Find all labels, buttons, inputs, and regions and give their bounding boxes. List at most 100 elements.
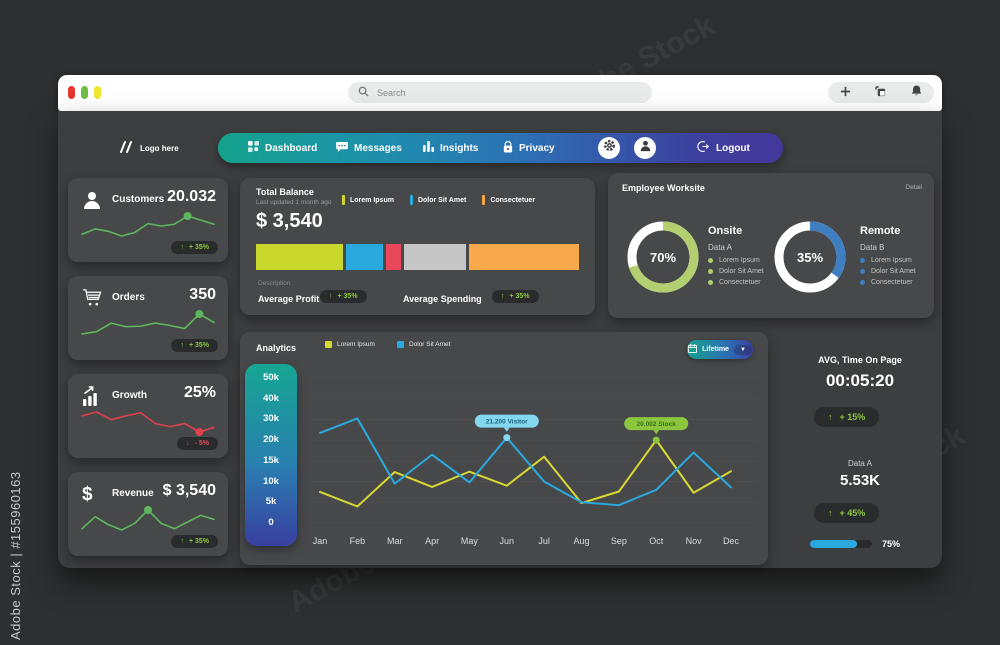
legend-label: Consectetuer xyxy=(719,279,761,286)
analytics-title: Analytics xyxy=(256,343,297,353)
add-tab-icon[interactable] xyxy=(840,84,851,102)
trend-badge: ↑ + 35% xyxy=(171,339,218,352)
annotation-label: 20.002 Stock xyxy=(637,421,677,428)
legend-item: Dolor Sit Amet xyxy=(396,341,451,348)
logo-label: Logo here xyxy=(140,143,179,153)
stat-card-label: Orders xyxy=(112,292,145,303)
traffic-light-green[interactable] xyxy=(81,86,88,99)
data-a-title: Data A xyxy=(847,459,872,468)
annotation-label: 21.200 Visitor xyxy=(486,419,528,426)
customers-person-icon xyxy=(82,190,106,212)
y-axis-tick: 40k xyxy=(263,392,279,404)
notifications-bell-icon[interactable] xyxy=(911,84,922,102)
stat-card-label: Growth xyxy=(112,390,147,401)
messages-chat-icon xyxy=(336,141,348,155)
trend-badge: ↓ - 5% xyxy=(177,437,218,450)
employee-worksite-title: Employee Worksite xyxy=(622,183,705,193)
x-axis-label: Oct xyxy=(649,536,664,546)
browser-search-bar[interactable] xyxy=(348,82,652,103)
balance-metric-label: Average Spending xyxy=(403,294,482,304)
date-range-button[interactable]: Lifetime ▼ xyxy=(687,340,753,359)
legend-label: Consectetuer xyxy=(871,279,913,286)
progress-row: 75% xyxy=(810,539,900,549)
screenshot-icon[interactable] xyxy=(875,84,886,102)
legend-dot-icon xyxy=(860,258,865,263)
total-balance-amount: $ 3,540 xyxy=(256,210,323,232)
trend-badge: ↑ + 35% xyxy=(171,241,218,254)
watermark-side-text: Adobe Stock | #155960163 xyxy=(8,471,23,640)
legend-item: Dolor Sit Amet xyxy=(409,195,466,205)
browser-top-bar xyxy=(58,75,942,111)
stat-card-value: 350 xyxy=(189,286,216,303)
arrow-up-icon: ↑ xyxy=(180,342,184,349)
trend-change-value: + 45% xyxy=(839,508,866,518)
total-balance-subtitle: Last updated 1 month ago xyxy=(256,199,332,206)
stat-card-customers: Customers 20.032 ↑ + 35% xyxy=(68,178,228,262)
arrow-up-icon: ↑ xyxy=(180,538,184,545)
traffic-light-red[interactable] xyxy=(68,86,75,99)
trend-badge: ↑ + 35% xyxy=(171,535,218,548)
x-axis-label: May xyxy=(461,536,479,546)
legend-dot-icon xyxy=(860,280,865,285)
y-axis-tick: 20k xyxy=(263,434,279,446)
x-axis-label: Nov xyxy=(686,536,703,546)
app-logo: Logo here xyxy=(120,141,179,155)
arrow-up-icon: ↑ xyxy=(828,412,833,422)
x-axis-label: Jun xyxy=(500,536,515,546)
stacked-bar-segment xyxy=(386,244,401,270)
legend-label: Dolor Sit Amet xyxy=(408,341,451,348)
nav-item-label: Dashboard xyxy=(265,142,318,154)
main-navigation: Dashboard Messages Insights Privacy Logout xyxy=(218,133,783,163)
logout-icon xyxy=(696,140,710,156)
donut-title: Onsite xyxy=(708,225,743,237)
legend-color-bar xyxy=(409,195,413,205)
stat-card-orders: Orders 350 ↑ + 35% xyxy=(68,276,228,360)
legend-label: Lorem Ipsum xyxy=(871,257,912,264)
stat-card-value: 25% xyxy=(183,384,216,401)
stacked-bar-segment xyxy=(469,244,579,270)
settings-button[interactable] xyxy=(598,137,620,159)
stat-card-label: Customers xyxy=(112,194,165,205)
arrow-up-icon: ↑ xyxy=(828,508,833,518)
stacked-bar-segment xyxy=(403,244,467,270)
legend-label: Consectetuer xyxy=(490,196,536,204)
progress-track xyxy=(810,540,872,548)
avg-time-title: AVG, Time On Page xyxy=(818,355,902,365)
nav-item-insights[interactable]: Insights xyxy=(423,133,478,163)
legend-item: Dolor Sit Amet xyxy=(860,268,916,275)
chart-line-series xyxy=(319,417,732,507)
employee-worksite-card: Employee Worksite Detail 70% Onsite Data A… xyxy=(608,173,934,318)
total-balance-card: Total Balance Last updated 1 month ago L… xyxy=(240,178,595,315)
legend-item: Consectetuer xyxy=(708,279,764,286)
nav-item-messages[interactable]: Messages xyxy=(336,133,402,163)
calendar-icon xyxy=(688,344,698,355)
donut-info-onsite: Onsite Data A Lorem Ipsum Dolor Sit Amet Con… xyxy=(708,225,764,286)
analytics-legend: Lorem Ipsum Dolor Sit Amet xyxy=(325,341,450,348)
traffic-light-yellow[interactable] xyxy=(94,86,101,99)
balance-metric-label: Average Profit xyxy=(258,294,320,304)
chevron-down-icon[interactable]: ▼ xyxy=(733,344,752,355)
trend-badge: ↑ + 45% xyxy=(814,503,880,523)
y-axis-tick: 5k xyxy=(265,496,277,508)
nav-item-dashboard[interactable]: Dashboard xyxy=(248,133,317,163)
detail-link[interactable]: Detail xyxy=(905,184,922,191)
x-axis-label: Dec xyxy=(723,536,740,546)
growth-chart-icon xyxy=(82,386,106,408)
analytics-line-chart: Jan Feb Mar Apr May Jun Jul Aug Sep Oct Nov Dec 21.2… xyxy=(308,377,758,546)
legend-label: Lorem Ipsum xyxy=(337,341,375,348)
legend-label: Dolor Sit Amet xyxy=(871,268,916,275)
x-axis-label: Feb xyxy=(350,536,366,546)
browser-window: Logo here Dashboard Messages Insights Priva… xyxy=(58,75,942,568)
analytics-card: Analytics Lorem Ipsum Dolor Sit Amet Life… xyxy=(240,332,768,565)
nav-item-privacy[interactable]: Privacy xyxy=(503,133,555,163)
sparkline-chart xyxy=(81,506,215,531)
donut-legend: Lorem Ipsum Dolor Sit Amet Consectetuer xyxy=(708,257,764,286)
y-axis-tick: 10k xyxy=(263,475,279,487)
stat-card-growth: Growth 25% ↓ - 5% xyxy=(68,374,228,458)
trend-change-value: - 5% xyxy=(194,440,209,447)
balance-stacked-bar xyxy=(256,244,579,270)
profile-button[interactable] xyxy=(634,137,656,159)
search-input[interactable] xyxy=(375,86,619,99)
logout-button[interactable]: Logout xyxy=(696,133,750,163)
legend-item: Lorem Ipsum xyxy=(342,195,394,205)
